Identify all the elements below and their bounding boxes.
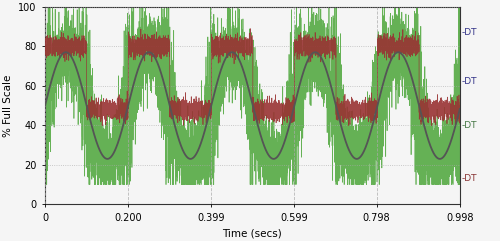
- Text: -DT: -DT: [462, 28, 477, 37]
- Text: -DT: -DT: [462, 121, 477, 130]
- Text: -DT: -DT: [462, 77, 477, 86]
- X-axis label: Time (secs): Time (secs): [222, 228, 282, 238]
- Text: -DT: -DT: [462, 174, 477, 183]
- Y-axis label: % Full Scale: % Full Scale: [3, 74, 13, 137]
